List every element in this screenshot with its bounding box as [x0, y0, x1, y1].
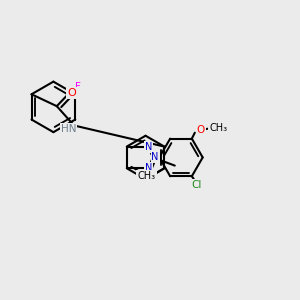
Text: CH₃: CH₃ — [137, 171, 156, 181]
Text: CH₃: CH₃ — [209, 123, 227, 133]
Text: HN: HN — [61, 124, 76, 134]
Text: Cl: Cl — [191, 179, 202, 190]
Text: N: N — [145, 142, 152, 152]
Text: N: N — [152, 152, 159, 162]
Text: O: O — [67, 88, 76, 98]
Text: N: N — [145, 163, 152, 173]
Text: F: F — [75, 82, 81, 92]
Text: O: O — [196, 125, 205, 135]
